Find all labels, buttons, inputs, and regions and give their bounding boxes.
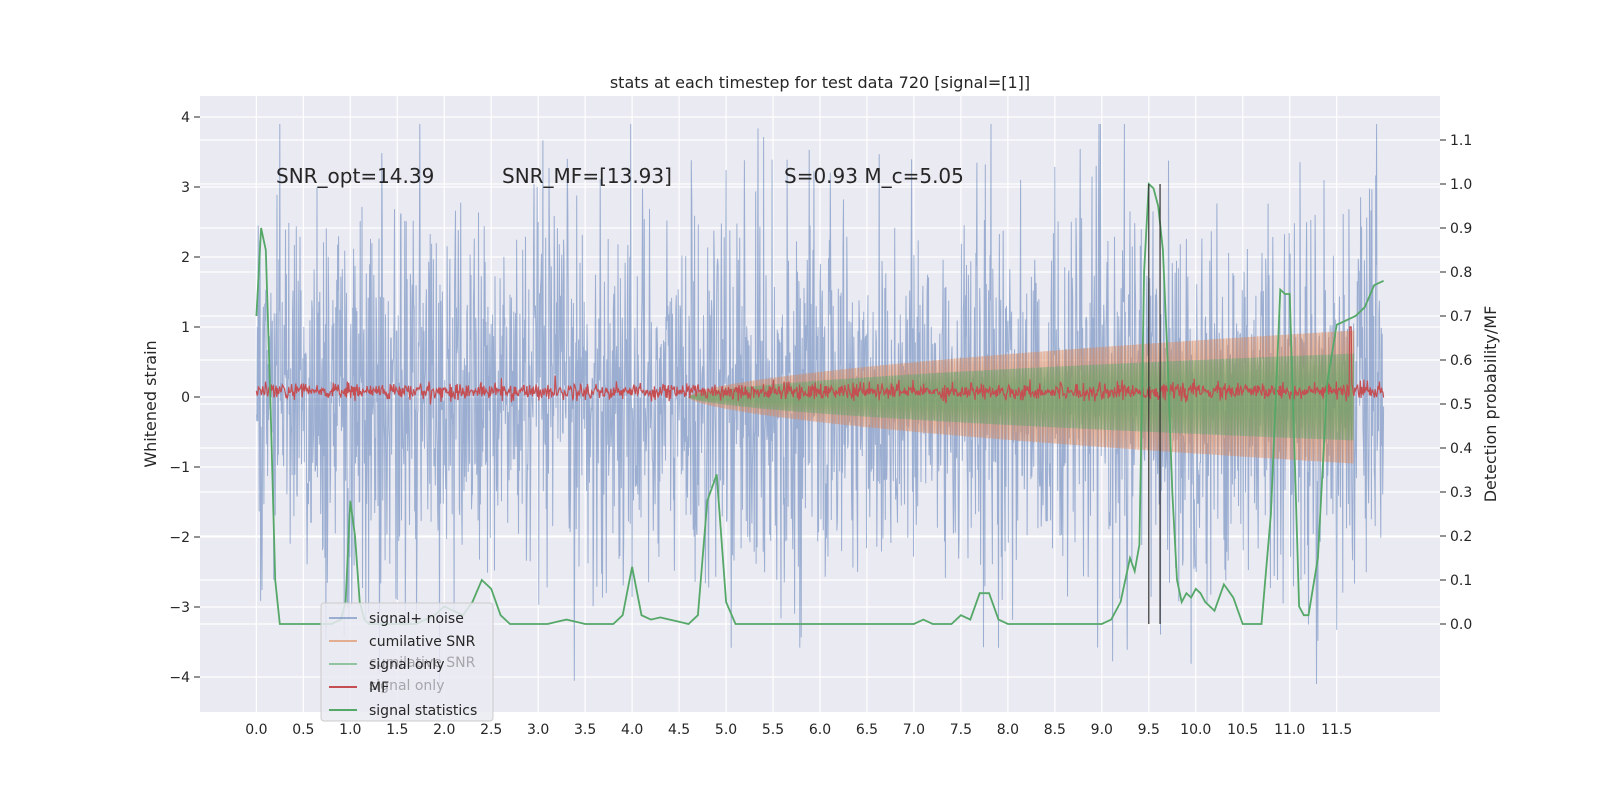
- legend-box: [320, 602, 494, 722]
- y-tick-label-right: 1.1: [1450, 133, 1472, 149]
- y-tick-label-left: −1: [169, 460, 190, 476]
- y-tick-label-right: 0.5: [1450, 397, 1472, 413]
- y-axis-label-right: Detection probability/MF: [1481, 306, 1500, 503]
- y-tick-label-right: 0.2: [1450, 529, 1472, 545]
- legend: cumilative SNR signal only signal+ noise…: [320, 602, 494, 722]
- x-tick-label: 10.5: [1227, 722, 1258, 738]
- x-tick-label: 10.0: [1180, 722, 1211, 738]
- y-tick-label-left: −2: [169, 530, 190, 546]
- legend-entry-signal-only: signal only: [369, 657, 444, 673]
- y-tick-label-right: 0.9: [1450, 221, 1472, 237]
- legend-entry-signal-statistics: signal statistics: [369, 703, 477, 719]
- signal-only-line: [688, 353, 1355, 441]
- x-tick-label: 7.5: [950, 722, 972, 738]
- x-tick-label: 2.0: [433, 722, 455, 738]
- chart-title: stats at each timestep for test data 720…: [610, 73, 1030, 92]
- cumulative-snr-line: [688, 330, 1355, 464]
- legend-entry-mf: MF: [369, 680, 389, 696]
- x-tick-label: 2.5: [480, 722, 502, 738]
- y-tick-label-left: 2: [181, 250, 190, 266]
- legend-ghost-entry-2: signal only: [369, 678, 444, 694]
- y-tick-label-right: 0.7: [1450, 309, 1472, 325]
- y-tick-label-right: 0.4: [1450, 441, 1472, 457]
- ticks-layer: 0.0 0.5 1.0 1.5 2.0 2.5 3.0 3.5 4.0 4.5 5.0 5.5 6.0 6…: [169, 110, 1472, 738]
- signal-noise-line: [255, 123, 1385, 685]
- y-axis-label-left: Whitened strain: [141, 340, 160, 467]
- y-tick-label-right: 0.1: [1450, 573, 1472, 589]
- y-tick-label-right: 0.3: [1450, 485, 1472, 501]
- y-tick-label-left: 3: [181, 180, 190, 196]
- x-tick-label: 9.0: [1091, 722, 1113, 738]
- x-tick-label: 0.0: [245, 722, 267, 738]
- y-tick-label-right: 0.6: [1450, 353, 1472, 369]
- x-tick-label: 0.5: [292, 722, 314, 738]
- x-tick-label: 5.0: [715, 722, 737, 738]
- x-tick-label: 11.5: [1321, 722, 1352, 738]
- annotation-snr-mf: SNR_MF=[13.93]: [502, 164, 672, 188]
- annotation-snr-opt: SNR_opt=14.39: [276, 164, 434, 188]
- legend-entry-cumulative-snr: cumilative SNR: [369, 634, 476, 650]
- y-tick-label-left: −4: [169, 670, 190, 686]
- mf-line: [255, 326, 1385, 405]
- x-tick-label: 8.0: [997, 722, 1019, 738]
- legend-entry-signal-noise: signal+ noise: [369, 611, 464, 627]
- x-tick-label: 5.5: [762, 722, 784, 738]
- annotation-s-mc: S=0.93 M_c=5.05: [784, 164, 964, 188]
- x-tick-label: 8.5: [1044, 722, 1066, 738]
- x-tick-label: 6.0: [809, 722, 831, 738]
- x-tick-label: 6.5: [856, 722, 878, 738]
- y-tick-label-right: 0.8: [1450, 265, 1472, 281]
- legend-ghost-entry-1: cumilative SNR: [369, 655, 476, 671]
- y-tick-label-left: −3: [169, 600, 190, 616]
- y-tick-label-right: 0.0: [1450, 617, 1472, 633]
- x-tick-label: 11.0: [1274, 722, 1305, 738]
- x-tick-label: 1.0: [339, 722, 361, 738]
- x-tick-label: 3.0: [527, 722, 549, 738]
- x-tick-label: 7.0: [903, 722, 925, 738]
- y-tick-label-left: 0: [181, 390, 190, 406]
- x-tick-label: 1.5: [386, 722, 408, 738]
- y-tick-label-left: 1: [181, 320, 190, 336]
- x-tick-label: 4.0: [621, 722, 643, 738]
- x-tick-label: 3.5: [574, 722, 596, 738]
- x-tick-label: 9.5: [1138, 722, 1160, 738]
- x-tick-label: 4.5: [668, 722, 690, 738]
- y-tick-label-left: 4: [181, 110, 190, 126]
- y-tick-label-right: 1.0: [1450, 177, 1472, 193]
